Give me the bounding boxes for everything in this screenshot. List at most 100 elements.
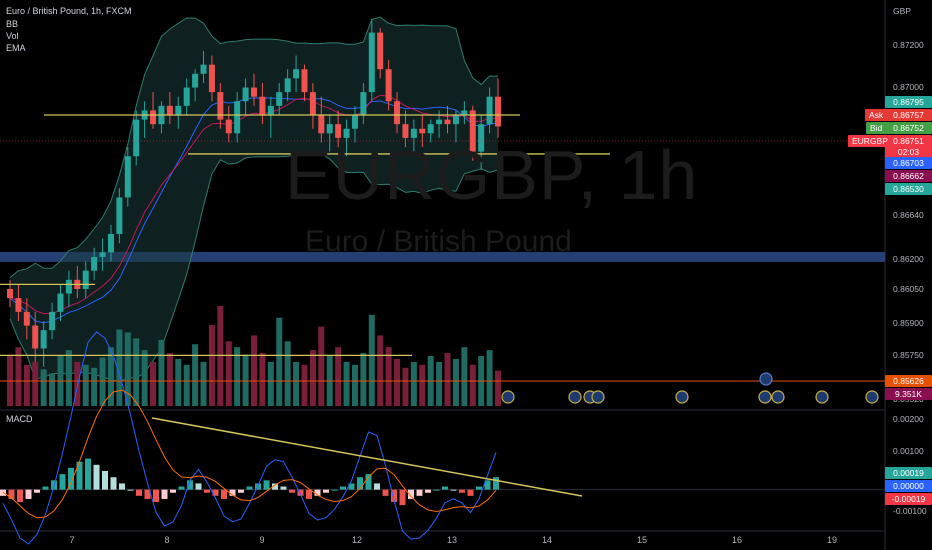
macd-hist-bar <box>484 480 491 490</box>
candle <box>318 115 325 134</box>
price-tick: 0.86050 <box>893 284 924 294</box>
macd-hist-bar <box>76 461 83 490</box>
volume-bar <box>284 341 291 406</box>
event-marker <box>568 390 582 404</box>
volume-bar <box>141 350 148 406</box>
macd-tick: 0.00100 <box>893 446 924 456</box>
candle <box>82 270 89 289</box>
volume-bar <box>183 364 190 406</box>
macd-hist-bar <box>102 471 108 490</box>
volume-bar <box>267 361 274 406</box>
x-tick: 15 <box>636 535 648 545</box>
macd-line <box>2 331 497 545</box>
macd-hist-bar <box>263 480 270 490</box>
macd-tick: -0.00100 <box>893 506 927 516</box>
candle <box>343 128 350 138</box>
candle <box>326 124 333 134</box>
price-tag-last: 0.86751 <box>885 135 932 147</box>
macd-hist-bar <box>357 477 363 490</box>
event-marker <box>501 390 515 404</box>
volume-bar <box>419 364 426 406</box>
macd-hist-bar <box>442 486 448 490</box>
indicator-ema[interactable]: EMA <box>6 43 26 53</box>
volume-tag: 9.351K <box>885 388 932 400</box>
candle <box>394 101 401 125</box>
macd-hist-bar <box>187 480 193 490</box>
candle <box>444 119 451 125</box>
volume-bar <box>461 347 468 406</box>
volume-bar <box>99 357 106 406</box>
volume-bar <box>82 364 89 406</box>
candle <box>360 92 367 116</box>
macd-hist-bar <box>476 486 482 490</box>
x-tick: 16 <box>731 535 743 545</box>
price-tick: 0.85750 <box>893 350 924 360</box>
volume-bar <box>175 358 182 406</box>
macd-hist-bar <box>93 464 100 490</box>
volume-bar <box>74 361 81 406</box>
candle <box>427 124 434 134</box>
macd-hist-bar <box>331 489 338 491</box>
volume-bar <box>495 370 501 406</box>
macd-hist-bar <box>416 489 423 496</box>
macd-hist-bar <box>85 458 91 490</box>
macd-signal-line <box>2 389 497 519</box>
macd-hist-bar <box>119 483 125 490</box>
candle <box>495 96 501 127</box>
macd-hist-bar <box>170 489 176 493</box>
candle <box>32 325 39 349</box>
macd-hist-bar <box>229 489 236 496</box>
candle <box>377 32 384 70</box>
price-tag-ask: 0.86757 <box>885 109 932 121</box>
price-tag-lower-band: 0.86530 <box>885 183 932 195</box>
macd-hist-bar <box>144 489 151 499</box>
volume-bar <box>436 361 443 406</box>
candle <box>251 87 257 97</box>
macd-hist-bar <box>25 489 32 499</box>
candle <box>40 330 47 349</box>
candle <box>124 156 131 198</box>
indicator-bb[interactable]: BB <box>6 19 19 29</box>
macd-hist-bar <box>272 483 278 490</box>
volume-bar <box>402 367 409 406</box>
price-tag-ema: 0.86662 <box>885 170 932 182</box>
candle <box>267 105 274 116</box>
macd-hist-bar <box>221 489 227 499</box>
candle <box>150 110 157 125</box>
indicator-vol[interactable]: Vol <box>6 31 19 41</box>
volume-bar <box>116 329 123 406</box>
macd-hist-bar <box>289 489 295 493</box>
event-marker <box>865 390 879 404</box>
supply-zone <box>0 251 885 262</box>
macd-hist-bar <box>34 489 40 493</box>
macd-hist-bar <box>42 486 49 490</box>
volume-bar <box>335 347 342 406</box>
macd-hist-bar <box>348 483 355 490</box>
volume-bar <box>158 339 165 406</box>
macd-hist-bar <box>459 489 465 493</box>
macd-hist-bar <box>68 467 74 490</box>
candle <box>116 197 123 235</box>
x-tick: 12 <box>351 535 363 545</box>
candle <box>402 124 409 138</box>
candle <box>385 69 392 102</box>
candle <box>208 64 215 93</box>
candle <box>49 311 56 331</box>
macd-hist-bar <box>323 489 329 493</box>
indicator-macd[interactable]: MACD <box>6 414 33 424</box>
macd-hist-bar <box>136 489 142 496</box>
macd-hist-bar <box>493 477 499 490</box>
candle <box>217 92 224 120</box>
volume-bar <box>385 347 392 406</box>
volume-bar <box>486 350 493 406</box>
currency-label: GBP <box>893 6 911 16</box>
countdown-tag: 02:03 <box>885 146 932 158</box>
macd-hist-bar <box>408 489 414 499</box>
volume-bar <box>309 350 316 406</box>
volume-bar <box>91 367 98 406</box>
symbol-label: EURGBP <box>848 135 892 147</box>
candle <box>7 288 13 299</box>
volume-bar <box>276 317 283 406</box>
price-tick: 0.85900 <box>893 318 924 328</box>
